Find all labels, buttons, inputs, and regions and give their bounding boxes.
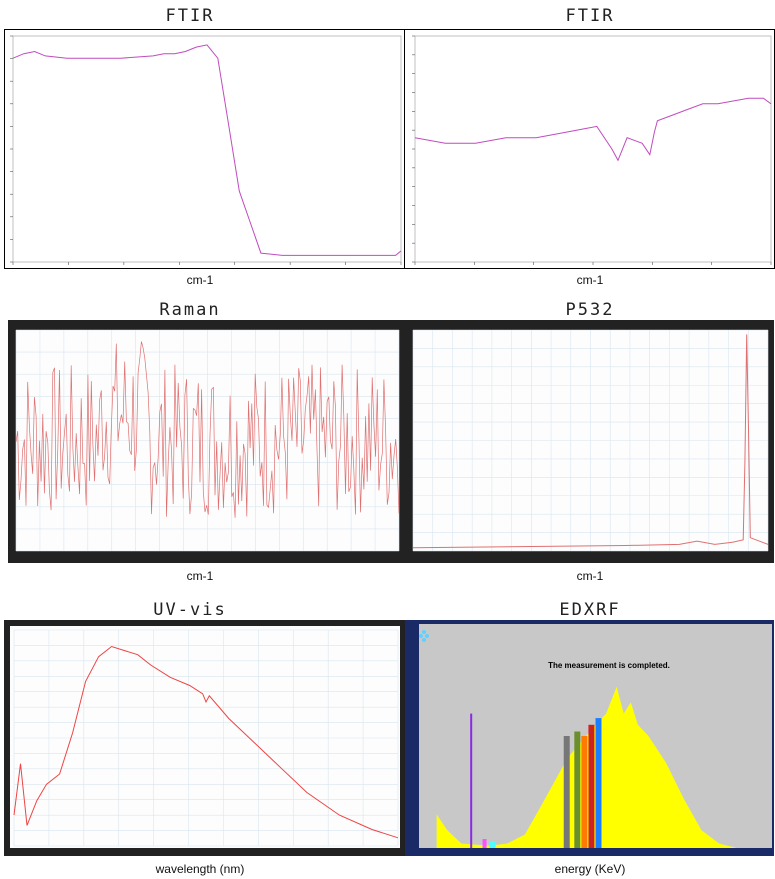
ftir1-xlabel: cm-1 <box>186 273 214 287</box>
crosshair-icon <box>422 630 426 634</box>
uvvis-title: UV-vis <box>153 600 227 620</box>
uvvis-chart <box>4 620 406 856</box>
p532-chart <box>405 320 774 563</box>
p532-title: P532 <box>565 300 615 320</box>
ftir1-title: FTIR <box>165 6 215 26</box>
crosshair-icon <box>425 634 429 638</box>
ftir1-chart <box>4 29 405 269</box>
raman-title: Raman <box>159 300 221 320</box>
edxrf-element-peak <box>563 736 570 848</box>
raman-spectrum-line <box>15 341 400 518</box>
edxrf-element-peak <box>588 724 595 848</box>
plot-area <box>414 35 772 263</box>
ftir2-chart <box>404 29 775 269</box>
edxrf-status-text: The measurement is completed. <box>548 661 670 670</box>
edxrf-element-peak <box>470 713 473 848</box>
crosshair-icon <box>419 634 423 638</box>
raman-xlabel: cm-1 <box>186 569 214 583</box>
edxrf-element-peak <box>595 718 602 848</box>
ftir1-spectrum-line <box>12 44 402 256</box>
crosshair-icon <box>422 638 426 642</box>
edxrf-element-peak <box>574 731 581 848</box>
uvvis-spectrum-line <box>13 645 399 839</box>
p532-xlabel: cm-1 <box>576 569 604 583</box>
uvvis-xlabel: wavelength (nm) <box>155 862 245 876</box>
ftir2-spectrum-line <box>414 97 772 162</box>
raman-chart <box>8 320 405 563</box>
edxrf-element-peak <box>482 839 487 848</box>
edxrf-chart: The measurement is completed. <box>405 620 774 856</box>
edxrf-element-peak <box>489 841 496 848</box>
ftir2-title: FTIR <box>565 6 615 26</box>
p532-spectrum-line <box>412 334 769 549</box>
edxrf-element-peak <box>581 736 588 848</box>
edxrf-xlabel: energy (KeV) <box>554 862 626 876</box>
plot-area <box>10 626 400 848</box>
plot-area <box>12 35 402 263</box>
ftir2-xlabel: cm-1 <box>576 273 604 287</box>
edxrf-title: EDXRF <box>559 600 621 620</box>
